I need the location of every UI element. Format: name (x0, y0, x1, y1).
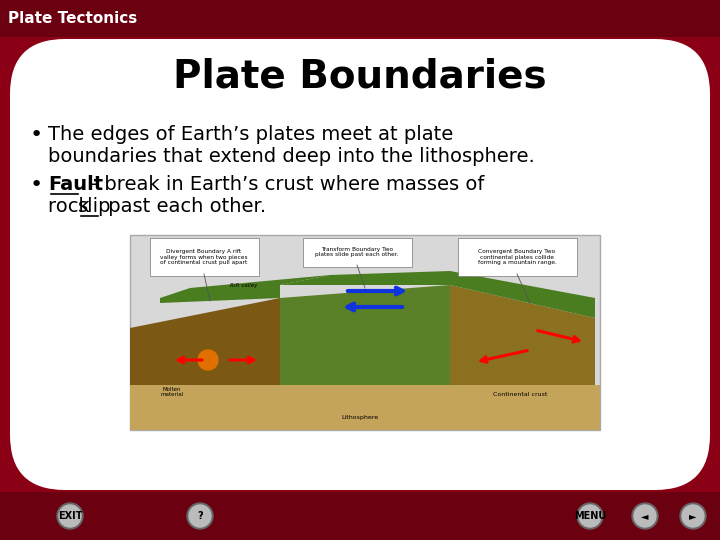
Text: Transform Boundary Two
plates slide past each other.: Transform Boundary Two plates slide past… (315, 247, 399, 258)
Text: •: • (30, 175, 43, 195)
Polygon shape (450, 285, 595, 385)
Text: Fault: Fault (48, 175, 103, 194)
FancyBboxPatch shape (0, 0, 720, 37)
Text: Molten
material: Molten material (161, 387, 184, 397)
Text: boundaries that extend deep into the lithosphere.: boundaries that extend deep into the lit… (48, 147, 535, 166)
Polygon shape (280, 285, 450, 385)
Text: – break in Earth’s crust where masses of: – break in Earth’s crust where masses of (82, 175, 485, 194)
Text: Convergent Boundary Two
continental plates collide
forming a mountain range.: Convergent Boundary Two continental plat… (477, 249, 557, 265)
Text: Rift valley: Rift valley (230, 283, 257, 288)
Circle shape (198, 350, 218, 370)
Polygon shape (280, 271, 450, 285)
FancyBboxPatch shape (458, 238, 577, 276)
Polygon shape (450, 271, 595, 318)
FancyBboxPatch shape (0, 492, 720, 540)
Text: ►: ► (689, 511, 697, 521)
Text: Plate Tectonics: Plate Tectonics (8, 11, 138, 26)
Text: ◄: ◄ (642, 511, 649, 521)
Polygon shape (160, 275, 330, 303)
Circle shape (59, 505, 81, 527)
Text: rock: rock (48, 197, 96, 216)
Text: Continental crust: Continental crust (492, 393, 547, 397)
Text: EXIT: EXIT (58, 511, 82, 521)
Text: Lithosphere: Lithosphere (341, 415, 379, 421)
Circle shape (682, 505, 704, 527)
FancyBboxPatch shape (303, 238, 412, 267)
Text: Divergent Boundary A rift
valley forms when two pieces
of continental crust pull: Divergent Boundary A rift valley forms w… (160, 249, 248, 265)
Text: past each other.: past each other. (102, 197, 266, 216)
Circle shape (189, 505, 211, 527)
Text: The edges of Earth’s plates meet at plate: The edges of Earth’s plates meet at plat… (48, 125, 454, 144)
Polygon shape (130, 298, 280, 385)
Text: Plate Boundaries: Plate Boundaries (174, 58, 546, 96)
Text: ?: ? (197, 511, 203, 521)
Circle shape (57, 503, 83, 529)
Circle shape (187, 503, 213, 529)
Circle shape (680, 503, 706, 529)
Circle shape (577, 503, 603, 529)
Circle shape (634, 505, 656, 527)
Text: slip: slip (78, 197, 112, 216)
Text: •: • (30, 125, 43, 145)
Circle shape (632, 503, 658, 529)
FancyBboxPatch shape (130, 385, 600, 430)
FancyBboxPatch shape (150, 238, 259, 276)
Text: MENU: MENU (574, 511, 606, 521)
FancyBboxPatch shape (130, 235, 600, 430)
FancyBboxPatch shape (10, 39, 710, 490)
Circle shape (579, 505, 601, 527)
